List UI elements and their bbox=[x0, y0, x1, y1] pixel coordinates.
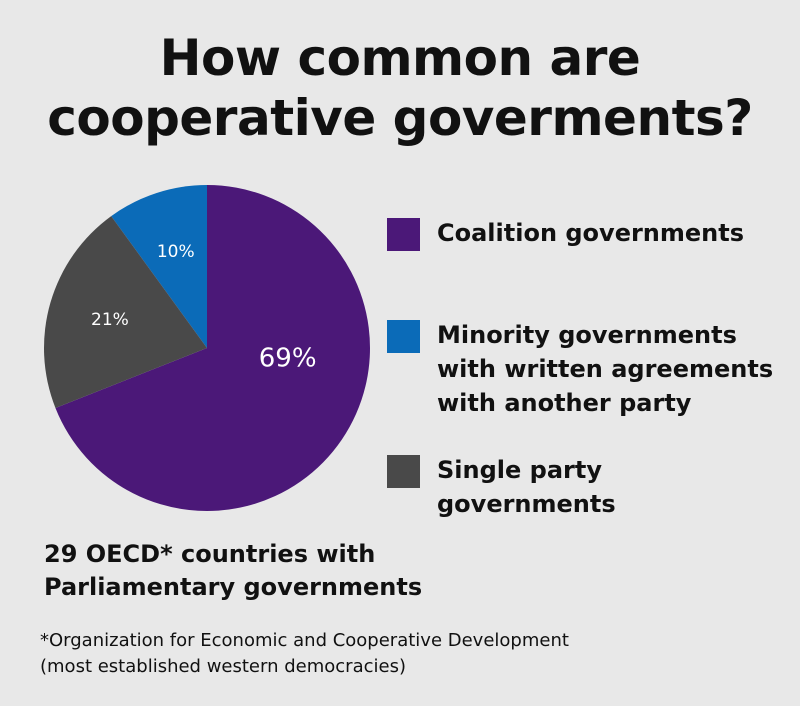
chart-title: How common are cooperative goverments? bbox=[47, 29, 753, 147]
slice-label: 10% bbox=[157, 242, 195, 262]
legend-label: Single party governments bbox=[437, 456, 616, 518]
subtitle: 29 OECD* countries with Parliamentary go… bbox=[44, 540, 423, 601]
legend-swatch bbox=[387, 218, 420, 251]
pie-slice bbox=[55, 185, 371, 511]
slice-label: 69% bbox=[259, 344, 317, 374]
legend-label: Minority governments with written agreem… bbox=[437, 321, 774, 417]
legend-label: Coalition governments bbox=[437, 219, 745, 247]
pie-slice bbox=[43, 216, 208, 409]
pie-chart: 69% 10% 21% bbox=[43, 185, 371, 511]
slice-label: 21% bbox=[91, 310, 129, 330]
legend-swatch bbox=[387, 455, 420, 488]
legend-swatch bbox=[387, 320, 420, 353]
pie-slice bbox=[111, 185, 207, 348]
footnote: *Organization for Economic and Cooperati… bbox=[40, 630, 569, 677]
